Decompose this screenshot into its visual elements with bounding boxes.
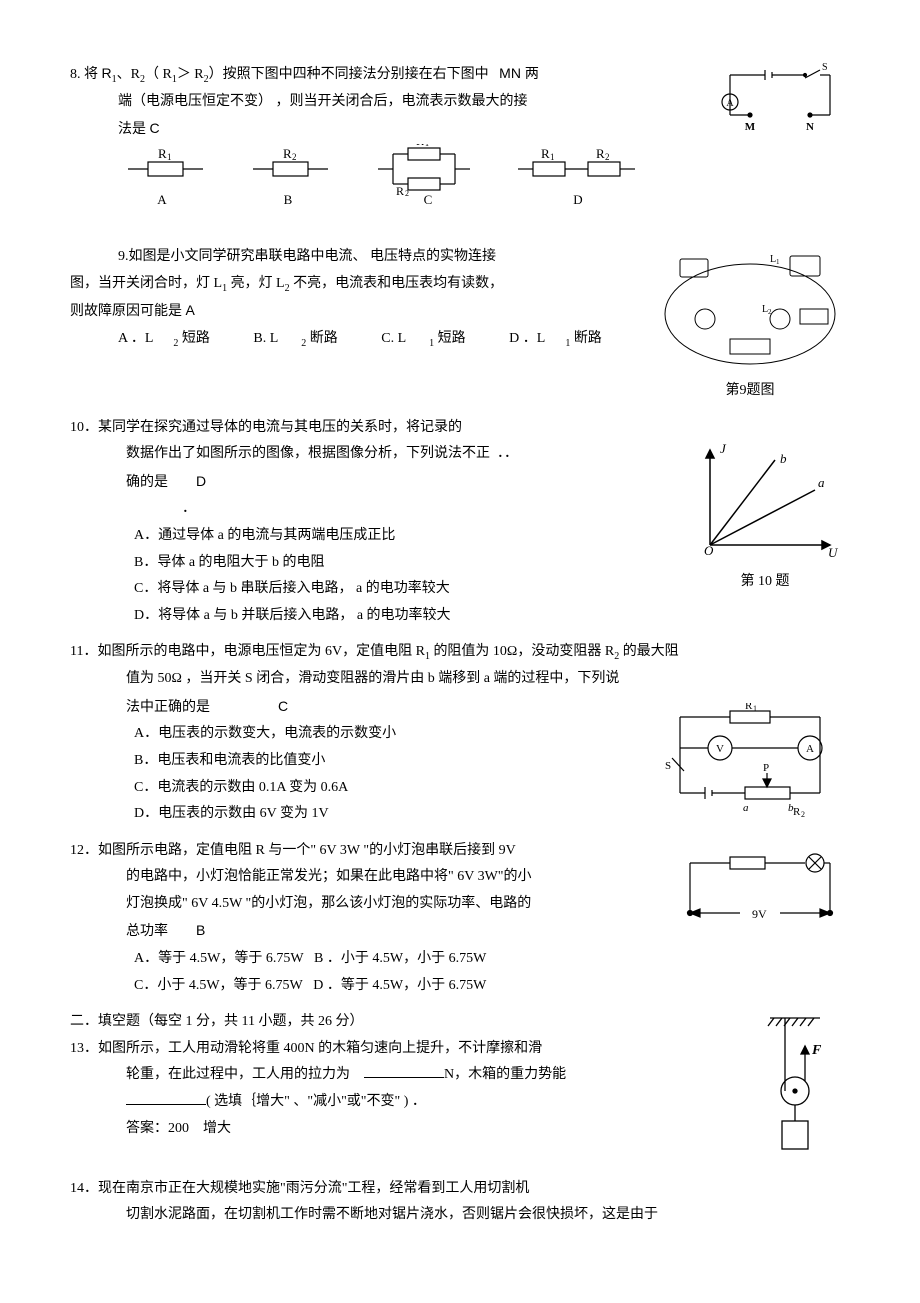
svg-text:R: R: [396, 184, 404, 198]
q9-diagram: L1 L2 第9题图: [650, 244, 850, 405]
q13-line3: ( 选填｛增大" 、"减小"或"不变" ) ．: [70, 1089, 750, 1116]
q10-opt-c: C．将导体 a 与 b 串联后接入电路， a 的电功率较大: [70, 576, 680, 603]
q14-line2: 切割水泥路面，在切割机工作时需不断地对锯片浇水，否则锯片会很快损坏，这是由于: [70, 1202, 850, 1229]
q8-line3: 法是 C: [70, 115, 700, 144]
q8-mn-circuit: A S M N: [700, 60, 850, 140]
q13-answer: 答案：200 增大: [70, 1116, 750, 1143]
q11-opt-a: A．电压表的示数变大，电流表的示数变小: [70, 721, 650, 748]
q9-line3: 则故障原因可能是 A: [70, 297, 650, 326]
section-2-title: 二．填空题（每空 1 分，共 11 小题，共 26 分）: [70, 1009, 850, 1036]
q8-num: 8.: [70, 67, 81, 82]
svg-text:S: S: [665, 760, 671, 772]
question-12: 12．如图所示电路，定值电阻 R 与一个" 6V 3W "的小灯泡串联后接到 9…: [70, 838, 850, 1000]
q11-opt-b: B．电压表和电流表的比值变小: [70, 748, 650, 775]
q11-line2: 值为 50Ω ，当开关 S 闭合，滑动变阻器的滑片由 b 端移到 a 端的过程中…: [70, 666, 850, 693]
svg-text:A: A: [726, 98, 734, 109]
q10-line2: 数据作出了如图所示的图像，根据图像分析，下列说法不正 ．．: [70, 441, 680, 468]
svg-text:M: M: [745, 121, 756, 133]
svg-text:F: F: [811, 1043, 822, 1058]
blank-2: [126, 1090, 206, 1105]
svg-text:V: V: [716, 743, 724, 755]
svg-text:b: b: [780, 451, 787, 466]
q9-options: A ．L2 短路 B. L 2 断路 C. L 1 短路 D ．L1 断路: [70, 326, 650, 353]
svg-text:R: R: [596, 146, 605, 161]
svg-text:9V: 9V: [752, 907, 767, 921]
svg-text:N: N: [806, 121, 814, 133]
svg-text:S: S: [822, 62, 828, 73]
q12-opts-ab: A．等于 4.5W，等于 6.75W B ．小于 4.5W，小于 6.75W: [70, 946, 670, 973]
question-10: 10．某同学在探究通过导体的电流与其电压的关系时，将记录的 数据作出了如图所示的…: [70, 415, 850, 630]
q11-line1: 11．如图所示的电路中，电源电压恒定为 6V，定值电阻 R1 的阻值为 10Ω，…: [70, 639, 850, 666]
q12-line4: 总功率B: [70, 917, 670, 946]
q12-line2: 的电路中，小灯泡恰能正常发光；如果在此电路中将" 6V 3W"的小: [70, 864, 670, 891]
svg-text:1: 1: [753, 704, 757, 713]
svg-text:2: 2: [801, 810, 805, 819]
q13-pulley: F: [750, 1006, 850, 1166]
svg-text:R: R: [793, 806, 801, 818]
q8-four-diagrams: R1 A R2 B R1 R2 C R1 R2 D: [70, 144, 850, 234]
svg-text:P: P: [763, 762, 769, 774]
svg-text:1: 1: [550, 152, 555, 162]
q11-circuit: R1 V A S P a b R2: [650, 703, 850, 823]
q12-circuit: 9V: [670, 843, 850, 943]
q10-line1: 10．某同学在探究通过导体的电流与其电压的关系时，将记录的: [70, 415, 680, 442]
q11-opt-c: C．电流表的示数由 0.1A 变为 0.6A: [70, 775, 650, 802]
svg-text:2: 2: [768, 308, 772, 316]
q12-line3: 灯泡换成" 6V 4.5W "的小灯泡，那么该小灯泡的实际功率、电路的: [70, 891, 670, 918]
svg-text:R: R: [416, 144, 424, 148]
svg-text:1: 1: [776, 258, 780, 266]
svg-text:1: 1: [167, 152, 172, 162]
q10-opt-a: A．通过导体 a 的电流与其两端电压成正比: [70, 523, 680, 550]
svg-text:2: 2: [405, 189, 409, 198]
svg-text:1: 1: [425, 144, 429, 148]
q13-line2: 轮重，在此过程中，工人用的拉力为 N，木箱的重力势能: [70, 1062, 750, 1089]
q12-opts-cd: C．小于 4.5W，等于 6.75W D ．等于 4.5W，小于 6.75W: [70, 973, 670, 1000]
q13-line1: 13．如图所示，工人用动滑轮将重 400N 的木箱匀速向上提升，不计摩擦和滑: [70, 1036, 750, 1063]
q10-caption: 第 10 题: [680, 569, 850, 596]
svg-text:O: O: [704, 543, 714, 558]
svg-text:A: A: [157, 192, 167, 207]
svg-text:B: B: [284, 192, 293, 207]
svg-text:A: A: [806, 743, 814, 755]
question-9: 9.如图是小文同学研究串联电路中电流、 电压特点的实物连接 图，当开关闭合时，灯…: [70, 244, 850, 405]
q14-line1: 14．现在南京市正在大规模地实施"雨污分流"工程，经常看到工人用切割机: [70, 1176, 850, 1203]
svg-text:U: U: [828, 545, 839, 560]
svg-text:2: 2: [605, 152, 610, 162]
question-14: 14．现在南京市正在大规模地实施"雨污分流"工程，经常看到工人用切割机 切割水泥…: [70, 1176, 850, 1229]
question-11: 11．如图所示的电路中，电源电压恒定为 6V，定值电阻 R1 的阻值为 10Ω，…: [70, 639, 850, 827]
q10-opt-b: B．导体 a 的电阻大于 b 的电阻: [70, 550, 680, 577]
q9-caption: 第9题图: [650, 378, 850, 405]
q11-line3: 法中正确的是C: [70, 693, 650, 722]
svg-text:J: J: [720, 441, 727, 456]
q9-line2: 图，当开关闭合时，灯 L1 亮，灯 L2 不亮，电流表和电压表均有读数，: [70, 271, 650, 298]
question-13: 13．如图所示，工人用动滑轮将重 400N 的木箱匀速向上提升，不计摩擦和滑 轮…: [70, 1036, 850, 1166]
svg-text:a: a: [818, 475, 825, 490]
svg-text:D: D: [573, 192, 582, 207]
q12-line1: 12．如图所示电路，定值电阻 R 与一个" 6V 3W "的小灯泡串联后接到 9…: [70, 838, 670, 865]
q8-line1: 8. 将 R1、R2（ R1＞ R2）按照下图中四种不同接法分别接在右下图中 M…: [70, 60, 700, 89]
svg-text:a: a: [743, 802, 749, 814]
q8-line2: 端（电源电压恒定不变） ，则当开关闭合后，电流表示数最大的接: [70, 89, 700, 116]
svg-text:C: C: [424, 192, 433, 207]
question-8: 8. 将 R1、R2（ R1＞ R2）按照下图中四种不同接法分别接在右下图中 M…: [70, 60, 850, 234]
q10-line3: 确的是D: [70, 468, 680, 497]
q10-graph: O J U b a 第 10 题: [680, 435, 850, 596]
blank-1: [364, 1063, 444, 1078]
q9-line1: 9.如图是小文同学研究串联电路中电流、 电压特点的实物连接: [70, 244, 650, 271]
q11-opt-d: D．电压表的示数由 6V 变为 1V: [70, 801, 650, 828]
svg-text:R: R: [745, 703, 753, 712]
svg-text:R: R: [158, 146, 167, 161]
svg-text:R: R: [541, 146, 550, 161]
svg-text:R: R: [283, 146, 292, 161]
q10-opt-d: D．将导体 a 与 b 并联后接入电路， a 的电功率较大: [70, 603, 680, 630]
svg-text:2: 2: [292, 152, 297, 162]
